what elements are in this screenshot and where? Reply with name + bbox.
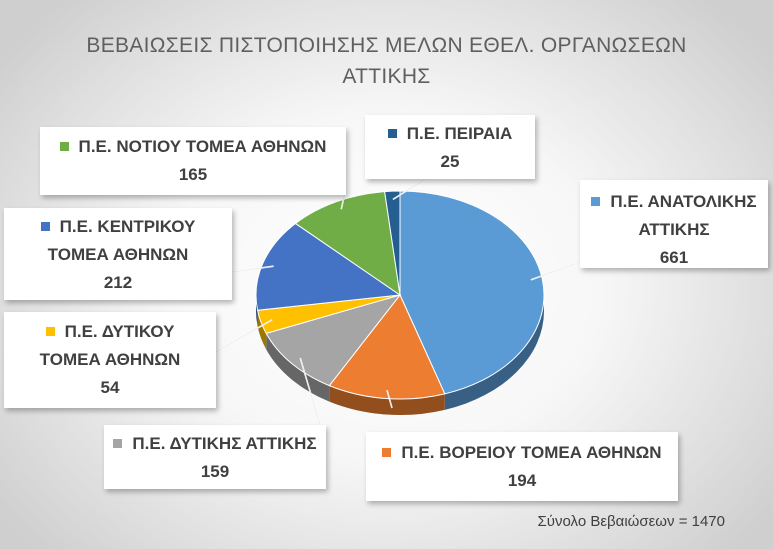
callout-dytikis-attikis: Π.Ε. ΔΥΤΙΚΗΣ ΑΤΤΙΚΗΣ 159 bbox=[104, 425, 326, 489]
pie-slice-anatolikis bbox=[399, 190, 545, 395]
slice-label-voreiou: Π.Ε. ΒΟΡΕΙΟΥ ΤΟΜΕΑ ΑΘΗΝΩΝ bbox=[401, 443, 662, 462]
slice-value-dytikis-attikis: 159 bbox=[200, 462, 230, 481]
pie-slice-notiou bbox=[294, 191, 401, 297]
leader-line-shadow-anatolikis bbox=[530, 261, 581, 281]
slice-label-anatolikis-2: ΑΤΤΙΚΗΣ bbox=[638, 220, 710, 239]
pie-slice-voreiou bbox=[328, 294, 446, 400]
pie-side-voreiou bbox=[329, 385, 445, 415]
callout-notiou: Π.Ε. ΝΟΤΙΟΥ ΤΟΜΕΑ ΑΘΗΝΩΝ 165 bbox=[40, 127, 346, 195]
slice-value-dytikou: 54 bbox=[100, 378, 120, 397]
callout-dytikou: Π.Ε. ΔΥΤΙΚΟΥ ΤΟΜΕΑ ΑΘΗΝΩΝ 54 bbox=[4, 312, 216, 408]
pie-side-dytikis-attikis bbox=[266, 333, 330, 402]
leader-line-dytikis-attikis bbox=[299, 357, 321, 426]
slice-label-anatolikis-1: Π.Ε. ΑΝΑΤΟΛΙΚΗΣ bbox=[610, 192, 757, 211]
leader-line-voreiou bbox=[386, 390, 393, 409]
slice-label-dytikou-2: ΤΟΜΕΑ ΑΘΗΝΩΝ bbox=[39, 350, 181, 369]
pie-slices bbox=[255, 190, 545, 400]
legend-key-dytikou bbox=[45, 327, 55, 336]
callout-peiraia: Π.Ε. ΠΕΙΡΑΙΑ 25 bbox=[365, 115, 535, 179]
legend-key-anatolikis bbox=[591, 197, 601, 206]
slice-label-notiou: Π.Ε. ΝΟΤΙΟΥ ΤΟΜΕΑ ΑΘΗΝΩΝ bbox=[78, 137, 327, 156]
legend-key-kentrikou bbox=[40, 222, 50, 231]
pie-slice-kentrikou bbox=[255, 222, 402, 311]
total-note: Σύνολο Βεβαιώσεων = 1470 bbox=[537, 513, 725, 530]
slice-value-voreiou: 194 bbox=[507, 471, 537, 490]
leader-line-shadow-kentrikou bbox=[231, 265, 274, 273]
pie-slice-peiraia bbox=[384, 190, 401, 296]
slice-label-dytikou-1: Π.Ε. ΔΥΤΙΚΟΥ bbox=[64, 322, 175, 341]
leader-line-kentrikou bbox=[231, 265, 274, 273]
slice-value-peiraia: 25 bbox=[440, 152, 460, 171]
chart-title: ΒΕΒΑΙΩΣΕΙΣ ΠΙΣΤΟΠΟΙΗΣΗΣ ΜΕΛΩΝ ΕΘΕΛ. ΟΡΓΑ… bbox=[0, 30, 773, 92]
leader-line-shadow-voreiou bbox=[386, 390, 393, 409]
slice-label-dytikis-attikis: Π.Ε. ΔΥΤΙΚΗΣ ΑΤΤΙΚΗΣ bbox=[132, 434, 317, 453]
legend-key-voreiou bbox=[382, 448, 392, 457]
leader-line-anatolikis bbox=[530, 261, 581, 281]
slice-value-notiou: 165 bbox=[178, 165, 208, 184]
slice-value-anatolikis: 661 bbox=[659, 248, 689, 267]
legend-key-notiou bbox=[59, 142, 69, 151]
leader-line-shadow-dytikis-attikis bbox=[299, 357, 321, 426]
chart-title-line-2: ΑΤΤΙΚΗΣ bbox=[342, 65, 431, 88]
legend-key-dytikis-attikis bbox=[113, 439, 123, 448]
slice-label-kentrikou-2: ΤΟΜΕΑ ΑΘΗΝΩΝ bbox=[47, 245, 189, 264]
slice-value-kentrikou: 212 bbox=[103, 273, 133, 292]
callout-anatolikis: Π.Ε. ΑΝΑΤΟΛΙΚΗΣ ΑΤΤΙΚΗΣ 661 bbox=[580, 180, 768, 268]
chart-title-line-1: ΒΕΒΑΙΩΣΕΙΣ ΠΙΣΤΟΠΟΙΗΣΗΣ ΜΕΛΩΝ ΕΘΕΛ. ΟΡΓΑ… bbox=[86, 34, 687, 57]
pie-side-anatolikis bbox=[444, 295, 544, 410]
pie-slice-dytikis-attikis bbox=[265, 294, 402, 387]
slice-label-kentrikou-1: Π.Ε. ΚΕΝΤΡΙΚΟΥ bbox=[59, 217, 196, 236]
leader-line-shadow-dytikou bbox=[215, 319, 273, 353]
legend-key-peiraia bbox=[387, 129, 397, 138]
leader-line-dytikou bbox=[215, 319, 273, 353]
slice-label-peiraia: Π.Ε. ΠΕΙΡΑΙΑ bbox=[406, 124, 513, 143]
callout-kentrikou: Π.Ε. ΚΕΝΤΡΙΚΟΥ ΤΟΜΕΑ ΑΘΗΝΩΝ 212 bbox=[4, 208, 232, 300]
callout-voreiou: Π.Ε. ΒΟΡΕΙΟΥ ΤΟΜΕΑ ΑΘΗΝΩΝ 194 bbox=[366, 432, 678, 501]
